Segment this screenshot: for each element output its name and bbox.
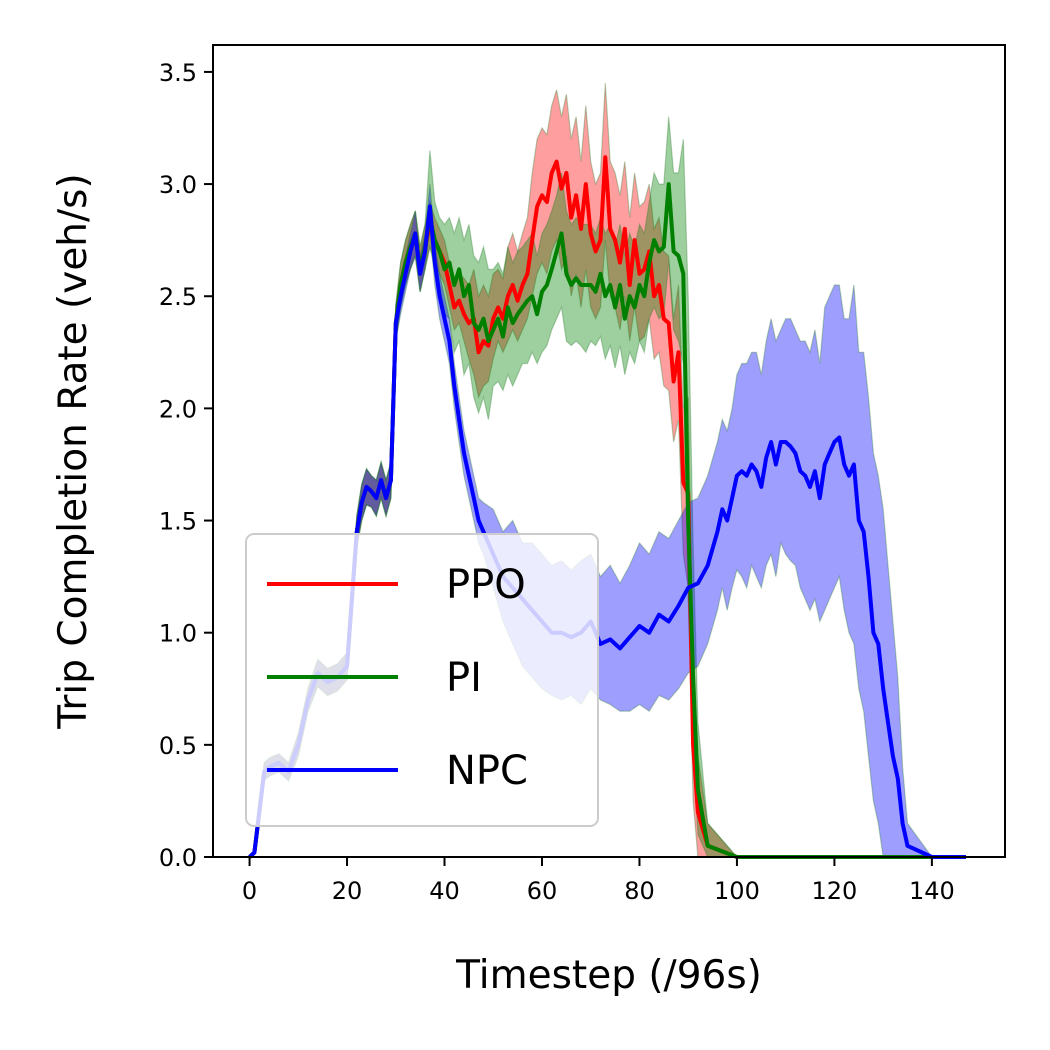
- ppo-confidence-band: [249, 83, 966, 858]
- legend-box: [245, 533, 599, 827]
- y-tick-label: 0.5: [159, 732, 197, 760]
- npc-confidence-band: [249, 184, 966, 858]
- x-axis-label: Timestep (/96s): [455, 953, 762, 998]
- y-tick-label: 3.5: [159, 59, 197, 87]
- legend-label-ppo: PPO: [446, 562, 526, 608]
- legend-label-pi: PI: [446, 655, 482, 701]
- x-tick-label: 20: [332, 877, 363, 905]
- x-tick-label: 40: [429, 877, 460, 905]
- y-axis-ticks: 0.0 0.5 1.0 1.5 2.0 2.5 3.0 3.5: [159, 59, 213, 872]
- y-tick-label: 1.0: [159, 620, 197, 648]
- y-tick-label: 3.0: [159, 171, 197, 199]
- series-lines: [248, 155, 966, 859]
- x-tick-label: 120: [812, 877, 858, 905]
- y-axis-label: Trip Completion Rate (veh/s): [51, 173, 96, 729]
- x-tick-label: 60: [527, 877, 558, 905]
- y-tick-label: 2.5: [159, 283, 197, 311]
- legend: PPO PI NPC: [245, 533, 599, 827]
- npc-line: [248, 204, 966, 859]
- x-tick-label: 0: [242, 877, 257, 905]
- x-axis-ticks: 0 20 40 60 80 100 120 140: [242, 857, 955, 905]
- x-tick-label: 80: [624, 877, 655, 905]
- plot-frame: [212, 44, 1006, 858]
- y-tick-label: 2.0: [159, 395, 197, 423]
- x-tick-label: 140: [909, 877, 955, 905]
- legend-label-npc: NPC: [446, 748, 528, 794]
- y-tick-label: 0.0: [159, 844, 197, 872]
- x-tick-label: 100: [714, 877, 760, 905]
- y-tick-label: 1.5: [159, 508, 197, 536]
